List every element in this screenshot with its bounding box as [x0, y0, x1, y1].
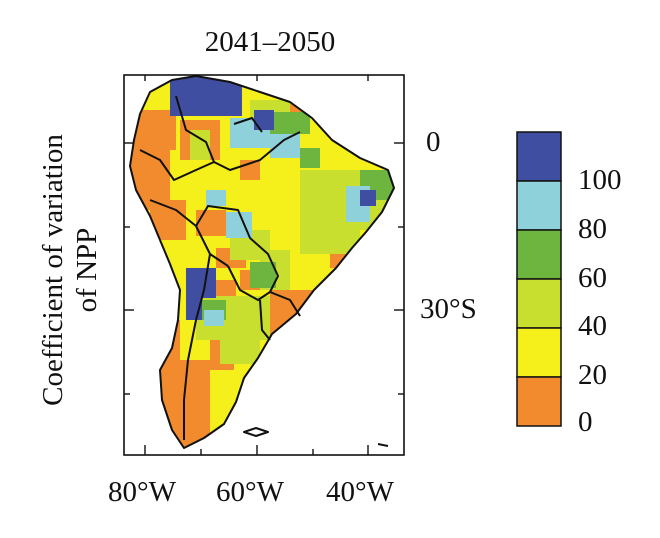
colorbar-swatch-60-80	[516, 229, 562, 280]
border-line	[233, 117, 263, 133]
border-line	[183, 253, 211, 440]
colorbar-tick-label: 40	[578, 310, 607, 342]
island	[377, 443, 389, 447]
border-line	[175, 95, 215, 163]
colorbar	[516, 131, 562, 427]
colorbar-tick-label: 60	[578, 262, 607, 294]
map-title: 2041–2050	[204, 26, 336, 58]
lon-label-40w: 40°W	[326, 476, 394, 508]
colorbar-tick-label: 20	[578, 359, 607, 391]
border-line	[139, 149, 215, 181]
map-frame-box	[123, 74, 405, 456]
map-frame	[123, 74, 405, 456]
coastline-and-borders	[129, 75, 395, 449]
colorbar-swatch-0-20	[516, 376, 562, 427]
island	[243, 427, 269, 437]
lon-label-80w: 80°W	[108, 476, 176, 508]
colorbar-tick-label: 100	[578, 164, 622, 196]
lon-label-60w: 60°W	[216, 476, 284, 508]
colorbar-tick-label: 0	[578, 406, 593, 438]
border-line	[195, 205, 279, 293]
border-line	[227, 265, 301, 317]
lat-label-30s: 30°S	[420, 293, 477, 325]
colorbar-tick-label: 80	[578, 213, 607, 245]
colorbar-swatch-40-60	[516, 278, 562, 329]
frame-ticks	[124, 75, 404, 455]
colorbar-swatch-20-40	[516, 327, 562, 378]
border-line	[213, 131, 301, 171]
colorbar-swatch->100	[516, 131, 562, 182]
coastline	[129, 75, 395, 449]
border-line	[259, 299, 271, 341]
lat-label-equator: 0	[426, 126, 441, 158]
colorbar-swatch-80-100	[516, 180, 562, 231]
